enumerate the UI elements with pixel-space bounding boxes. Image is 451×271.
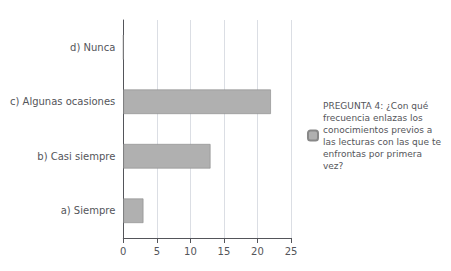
svg-text:15: 15: [218, 246, 231, 257]
svg-text:b) Casi siempre: b) Casi siempre: [37, 151, 115, 162]
svg-text:0: 0: [120, 246, 126, 257]
svg-text:d) Nunca: d) Nunca: [70, 42, 115, 53]
svg-text:enfrontas por primera: enfrontas por primera: [323, 149, 422, 159]
svg-text:25: 25: [285, 246, 298, 257]
svg-text:frecuencia enlazas los: frecuencia enlazas los: [323, 113, 423, 123]
svg-text:las lecturas con las que te: las lecturas con las que te: [323, 137, 441, 147]
svg-text:10: 10: [184, 246, 197, 257]
svg-text:conocimientos previos a: conocimientos previos a: [323, 125, 432, 135]
svg-text:a) Siempre: a) Siempre: [61, 205, 116, 216]
svg-text:vez?: vez?: [323, 161, 344, 171]
svg-text:c) Algunas ocasiones: c) Algunas ocasiones: [10, 96, 115, 107]
svg-text:5: 5: [154, 246, 160, 257]
svg-text:20: 20: [251, 246, 264, 257]
svg-text:PREGUNTA 4: ¿Con qué: PREGUNTA 4: ¿Con qué: [323, 101, 429, 111]
